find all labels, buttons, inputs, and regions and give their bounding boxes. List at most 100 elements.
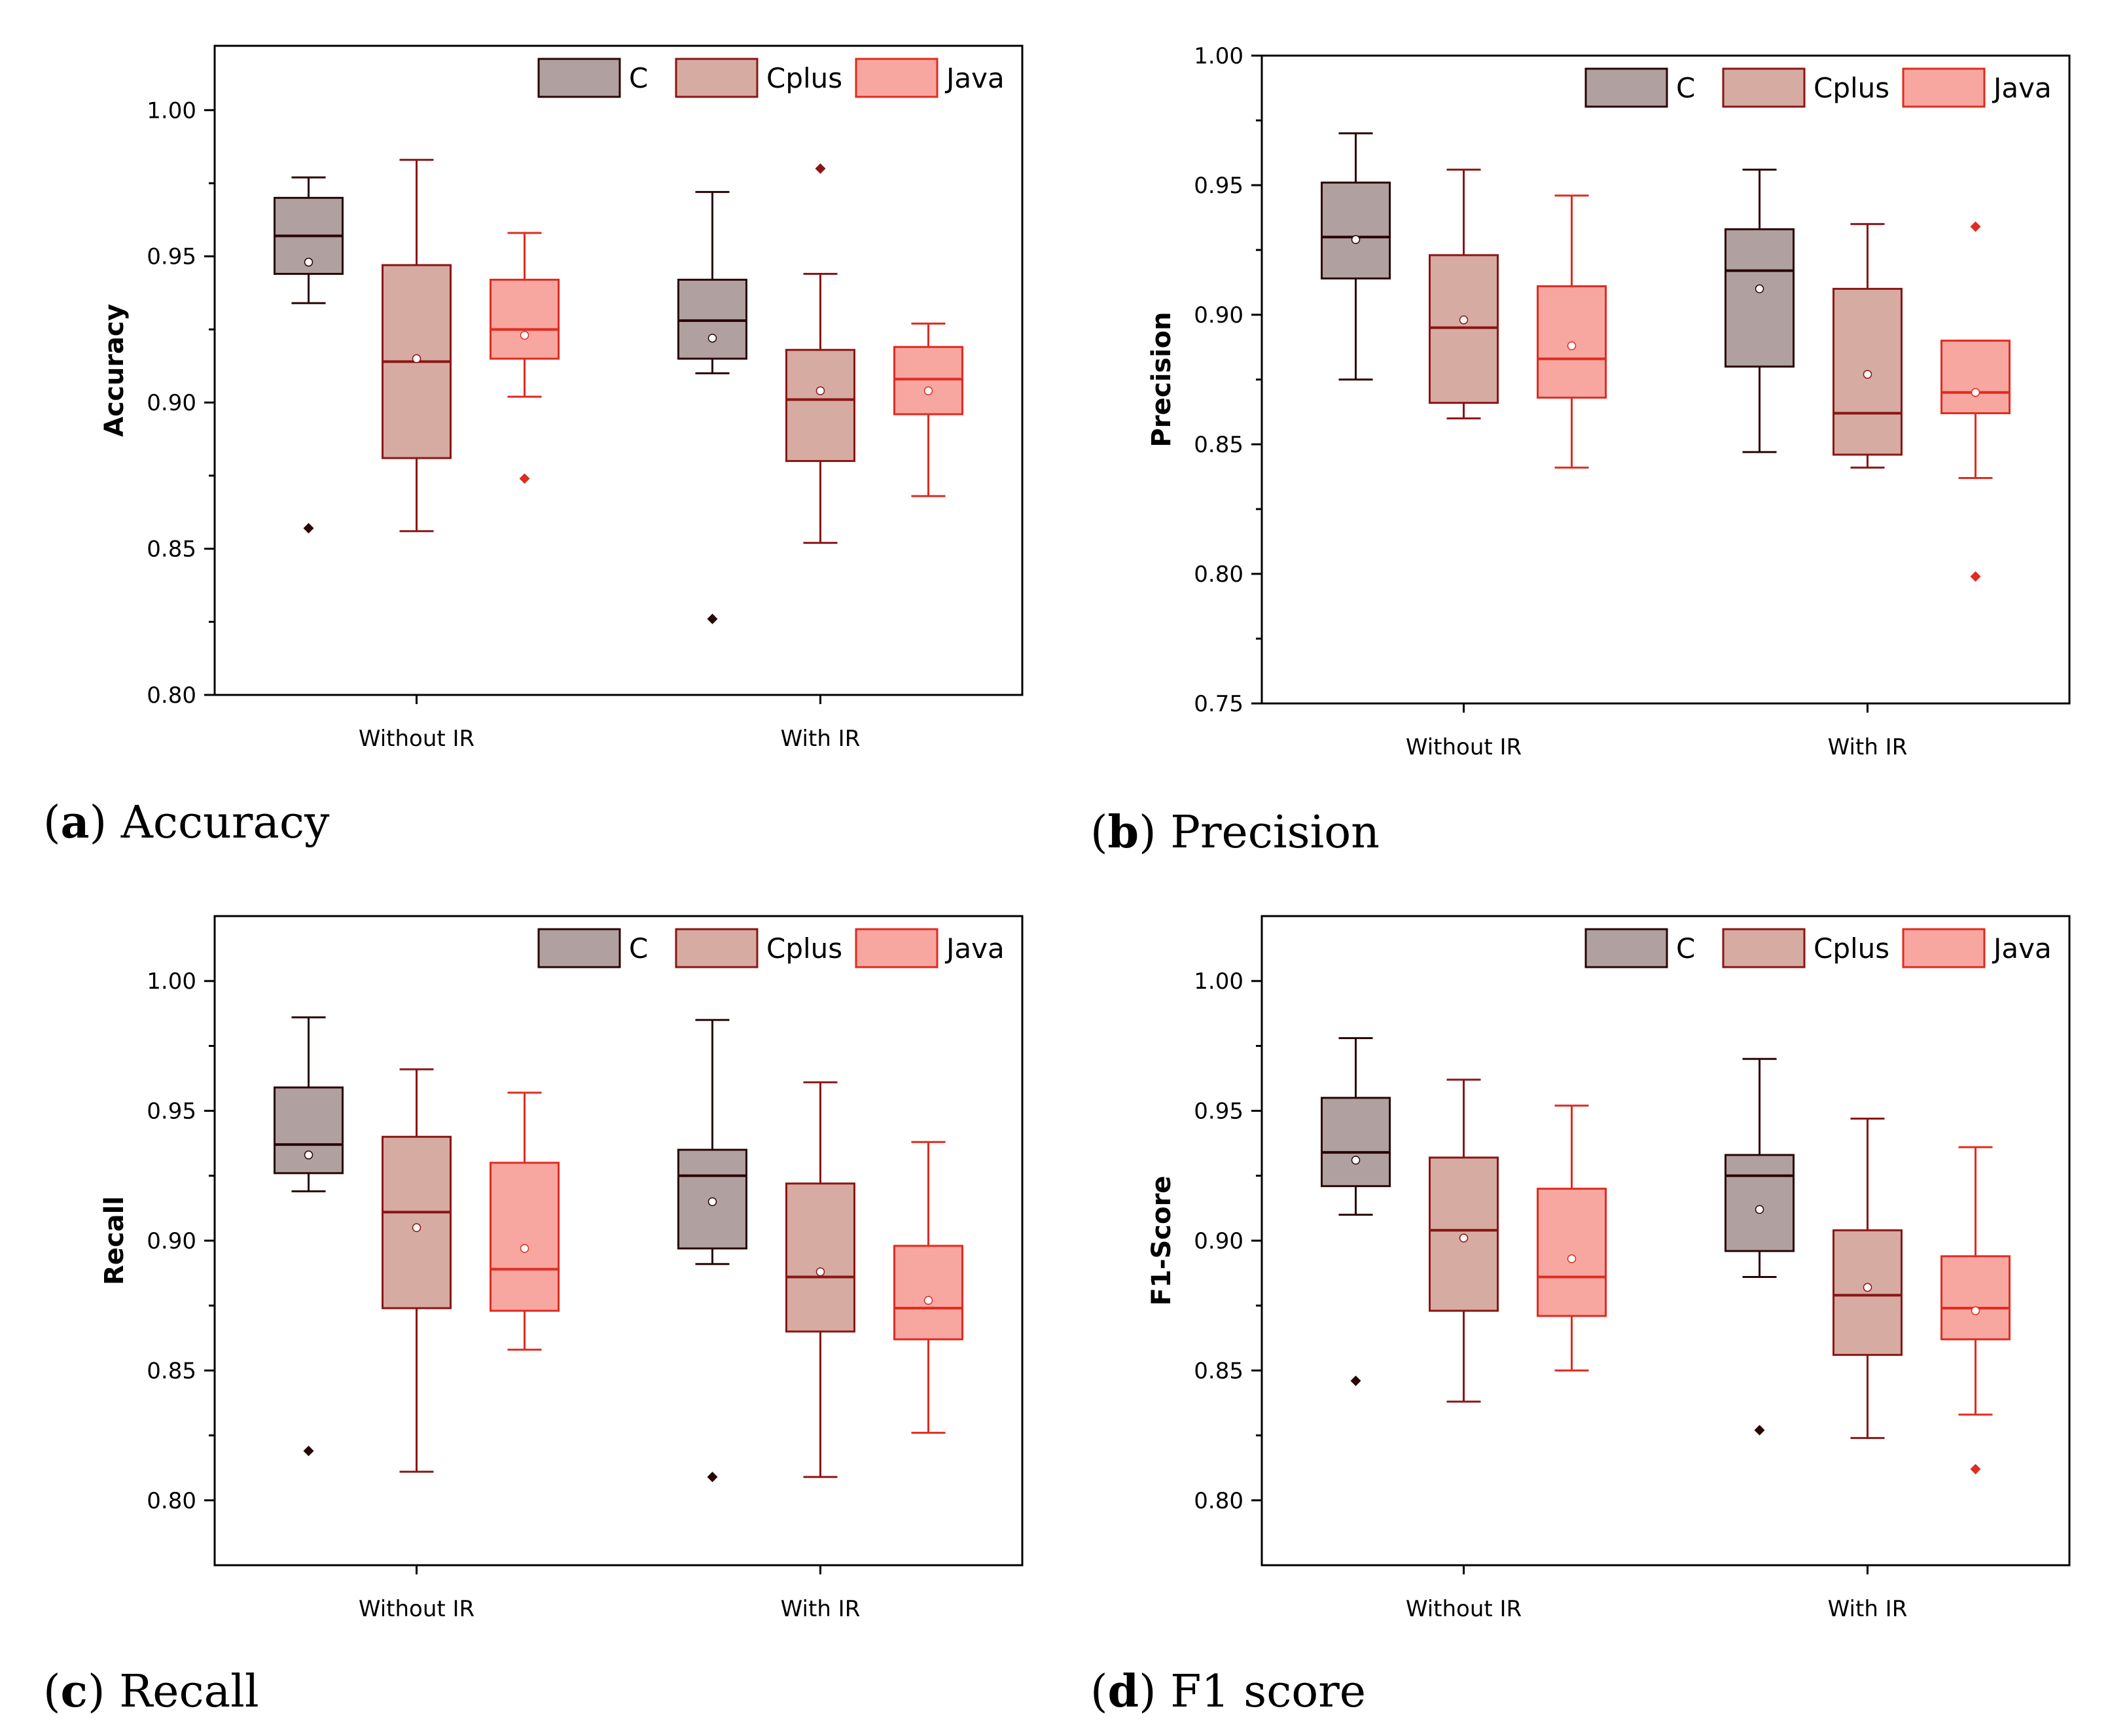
y-axis-title: Recall: [99, 1196, 130, 1285]
legend-swatch: [1584, 67, 1668, 108]
chart-panel-a: 0.80 0.85 0.90 0.95 1.00 Accuracy Without IR Wi…: [99, 44, 1024, 752]
legend-label: Java: [1992, 932, 2052, 965]
mean-marker: [1755, 284, 1764, 294]
box-cplus-without-ir: [382, 1068, 452, 1473]
x-tick-label: With IR: [781, 1596, 861, 1622]
box-iqr: [785, 1182, 855, 1333]
outlier-marker: [815, 163, 826, 174]
y-tick-label: 1.00: [1194, 968, 1243, 995]
caption-paren-close: ): [1139, 1666, 1170, 1718]
legend-item-c: C: [1584, 928, 1695, 968]
caption-paren-close: ): [1139, 807, 1170, 859]
legend-item-cplus: Cplus: [675, 928, 842, 968]
mean-marker: [1459, 315, 1469, 325]
legend-label: C: [629, 932, 648, 965]
outlier-marker: [303, 523, 314, 534]
caption-paren-close: ): [88, 1666, 119, 1718]
mean-marker: [1459, 1233, 1469, 1243]
y-tick-label: 0.90: [1194, 302, 1243, 328]
legend-swatch: [537, 58, 621, 98]
legend-swatch: [855, 928, 939, 968]
box-iqr: [1321, 1097, 1391, 1188]
legend-item-c: C: [1584, 67, 1695, 108]
box-java-without-ir: [1537, 194, 1607, 469]
box-c-without-ir: [1321, 132, 1391, 381]
box-iqr: [490, 278, 560, 360]
caption-paren-close: ): [90, 797, 121, 849]
mean-marker: [304, 1150, 313, 1160]
y-tick-label: 0.85: [147, 537, 196, 563]
panel-caption: (c) Recall: [43, 1665, 259, 1718]
outlier-marker: [1970, 221, 1981, 232]
legend-item-c: C: [537, 58, 648, 98]
outlier-marker: [707, 1472, 718, 1483]
box-iqr: [382, 1135, 452, 1309]
outlier-marker: [1350, 1375, 1361, 1387]
legend-label: C: [629, 62, 648, 94]
box-c-with-ir: [677, 1019, 747, 1483]
caption-text: Recall: [119, 1666, 259, 1718]
legend-label: Cplus: [1814, 72, 1889, 104]
box-cplus-without-ir: [382, 158, 452, 533]
legend-swatch: [855, 58, 939, 98]
box-java-without-ir: [1537, 1105, 1607, 1372]
y-tick-label: 0.95: [147, 244, 196, 270]
mean-marker: [1971, 1306, 1980, 1315]
mean-marker: [1863, 1283, 1872, 1292]
x-tick-label: With IR: [1828, 734, 1908, 760]
legend-label: Java: [1992, 72, 2052, 104]
y-axis-title: Precision: [1147, 311, 1177, 447]
legend-item-java: Java: [855, 928, 1005, 968]
x-tick-label: Without IR: [359, 726, 474, 752]
outlier-marker: [1970, 1464, 1981, 1475]
legend-swatch: [675, 58, 759, 98]
y-axis-title: F1-Score: [1147, 1176, 1177, 1306]
box-c-with-ir: [677, 190, 747, 624]
outlier-marker: [707, 613, 718, 624]
y-tick-label: 1.00: [1194, 43, 1243, 69]
mean-marker: [923, 1296, 933, 1305]
caption-text: Precision: [1170, 807, 1380, 859]
caption-letter: c: [61, 1665, 88, 1718]
box-java-without-ir: [490, 232, 560, 484]
caption-letter: d: [1108, 1665, 1139, 1718]
y-tick-label: 0.80: [1194, 1488, 1243, 1514]
legend-label: Cplus: [766, 62, 842, 94]
panel-caption: (b) Precision: [1090, 806, 1380, 859]
mean-marker: [304, 257, 313, 267]
x-tick-label: With IR: [1828, 1596, 1908, 1622]
box-cplus-without-ir: [1429, 1078, 1499, 1403]
panel-caption: (a) Accuracy: [43, 796, 330, 849]
mean-marker: [815, 1267, 825, 1277]
legend-swatch: [1722, 67, 1806, 108]
box-iqr: [1940, 1255, 2011, 1341]
box-iqr: [785, 349, 855, 463]
legend-swatch: [675, 928, 759, 968]
legend-item-c: C: [537, 928, 648, 968]
box-java-without-ir: [490, 1091, 560, 1351]
caption-paren-open: (: [1090, 807, 1108, 859]
y-tick-label: 0.90: [1194, 1228, 1243, 1254]
box-iqr: [1537, 1188, 1607, 1317]
caption-text: F1 score: [1170, 1666, 1366, 1718]
legend-item-cplus: Cplus: [1722, 67, 1889, 108]
box-java-with-ir: [893, 1141, 963, 1434]
plot-frame: [213, 44, 1024, 696]
x-tick-label: With IR: [781, 726, 861, 752]
y-tick-label: 0.90: [147, 390, 196, 416]
box-iqr: [1321, 181, 1391, 280]
legend-label: Java: [944, 932, 1005, 965]
box-iqr: [1725, 1154, 1795, 1252]
mean-marker: [1351, 235, 1361, 244]
chart-panel-c: 0.80 0.85 0.90 0.95 1.00 Recall Without IR With…: [99, 915, 1024, 1622]
outlier-marker: [519, 473, 530, 484]
mean-marker: [707, 1197, 717, 1207]
caption-paren-open: (: [43, 797, 61, 849]
legend-swatch: [1584, 928, 1668, 968]
chart-panel-d: 0.80 0.85 0.90 0.95 1.00 F1-Score Without IR Wi…: [1147, 915, 2071, 1622]
chart-panel-b: 0.75 0.80 0.85 0.90 0.95 1.00 Precision Without…: [1147, 43, 2071, 760]
box-iqr: [677, 278, 747, 360]
legend-label: Cplus: [766, 932, 842, 965]
box-java-with-ir: [893, 323, 963, 497]
